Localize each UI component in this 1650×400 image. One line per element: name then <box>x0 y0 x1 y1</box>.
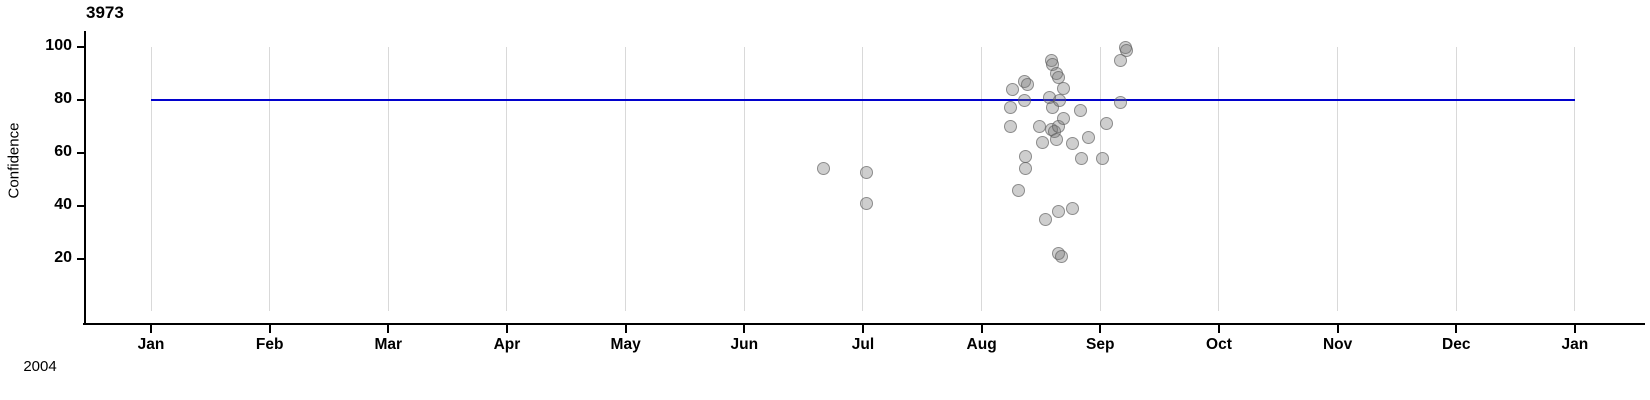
data-point <box>860 196 874 210</box>
data-point <box>1021 77 1035 91</box>
x-tick-mark <box>268 325 271 333</box>
data-point <box>1017 93 1031 107</box>
x-tick-mark <box>980 325 983 333</box>
month-gridline <box>1218 47 1220 311</box>
plot-title: 3973 <box>86 3 124 22</box>
data-point <box>1039 212 1053 226</box>
data-point <box>1035 135 1049 149</box>
x-tick-mark <box>743 325 746 333</box>
data-point <box>1074 151 1088 165</box>
month-gridline <box>1337 47 1339 311</box>
data-point <box>1099 117 1113 131</box>
x-tick-label: Nov <box>1322 336 1353 353</box>
month-gridline <box>862 47 864 311</box>
data-point <box>1056 81 1070 95</box>
x-tick-mark <box>505 325 508 333</box>
y-axis-label: Confidence <box>5 122 23 199</box>
data-point <box>860 166 874 180</box>
y-axis-line <box>84 31 86 324</box>
y-tick-mark <box>77 99 84 101</box>
y-tick-label: 100 <box>45 37 72 54</box>
month-gridline <box>150 47 152 311</box>
data-point <box>1003 101 1017 115</box>
month-gridline <box>506 47 508 311</box>
month-gridline <box>269 47 271 311</box>
x-tick-label: Sep <box>1086 336 1115 353</box>
x-tick-label: Apr <box>493 336 521 353</box>
y-tick-mark <box>77 152 84 154</box>
x-tick-label: Feb <box>255 336 284 353</box>
x-tick-mark <box>861 325 864 333</box>
y-tick-mark <box>77 205 84 207</box>
x-tick-label: Jun <box>730 336 759 353</box>
data-point <box>1081 130 1095 144</box>
x-tick-mark <box>1573 325 1576 333</box>
data-point <box>1011 183 1025 197</box>
data-point <box>1052 204 1066 218</box>
y-tick-label: 40 <box>54 196 72 213</box>
data-point <box>817 162 831 176</box>
data-point <box>1119 44 1133 58</box>
x-tick-mark <box>1336 325 1339 333</box>
data-point <box>1005 82 1019 96</box>
data-point <box>1053 93 1067 107</box>
data-point <box>1073 104 1087 118</box>
x-tick-mark <box>1099 325 1102 333</box>
x-tick-label: May <box>610 336 641 353</box>
data-point <box>1113 96 1127 110</box>
x-tick-mark <box>387 325 390 333</box>
y-tick-mark <box>77 46 84 48</box>
month-gridline <box>1099 47 1101 311</box>
month-gridline <box>625 47 627 311</box>
x-tick-label: Oct <box>1206 336 1232 353</box>
data-point <box>1066 137 1080 151</box>
x-tick-mark <box>1217 325 1220 333</box>
y-tick-label: 80 <box>54 90 72 107</box>
x-tick-label: Jan <box>1561 336 1589 353</box>
y-tick-label: 60 <box>54 143 72 160</box>
x-tick-label: Jan <box>137 336 165 353</box>
x-tick-mark <box>150 325 152 333</box>
month-gridline <box>387 47 389 311</box>
x-tick-label: Aug <box>966 336 997 353</box>
x-tick-mark <box>624 325 627 333</box>
data-point <box>1049 133 1063 147</box>
reference-line <box>151 99 1575 101</box>
data-point <box>1054 249 1068 263</box>
x-axis-year-label: 2004 <box>23 358 57 375</box>
x-tick-mark <box>1455 325 1458 333</box>
data-point <box>1066 202 1080 216</box>
y-tick-mark <box>77 258 84 260</box>
data-point <box>1019 162 1033 176</box>
data-point <box>1056 112 1070 126</box>
data-point <box>1096 151 1110 165</box>
x-axis-line <box>83 323 1645 325</box>
y-tick-label: 20 <box>54 249 72 266</box>
x-tick-label: Jul <box>851 336 875 353</box>
month-gridline <box>981 47 983 311</box>
month-gridline <box>743 47 745 311</box>
x-tick-label: Dec <box>1442 336 1471 353</box>
month-gridline <box>1574 47 1576 311</box>
data-point <box>1003 120 1017 133</box>
month-gridline <box>1455 47 1457 311</box>
x-tick-label: Mar <box>374 336 403 353</box>
